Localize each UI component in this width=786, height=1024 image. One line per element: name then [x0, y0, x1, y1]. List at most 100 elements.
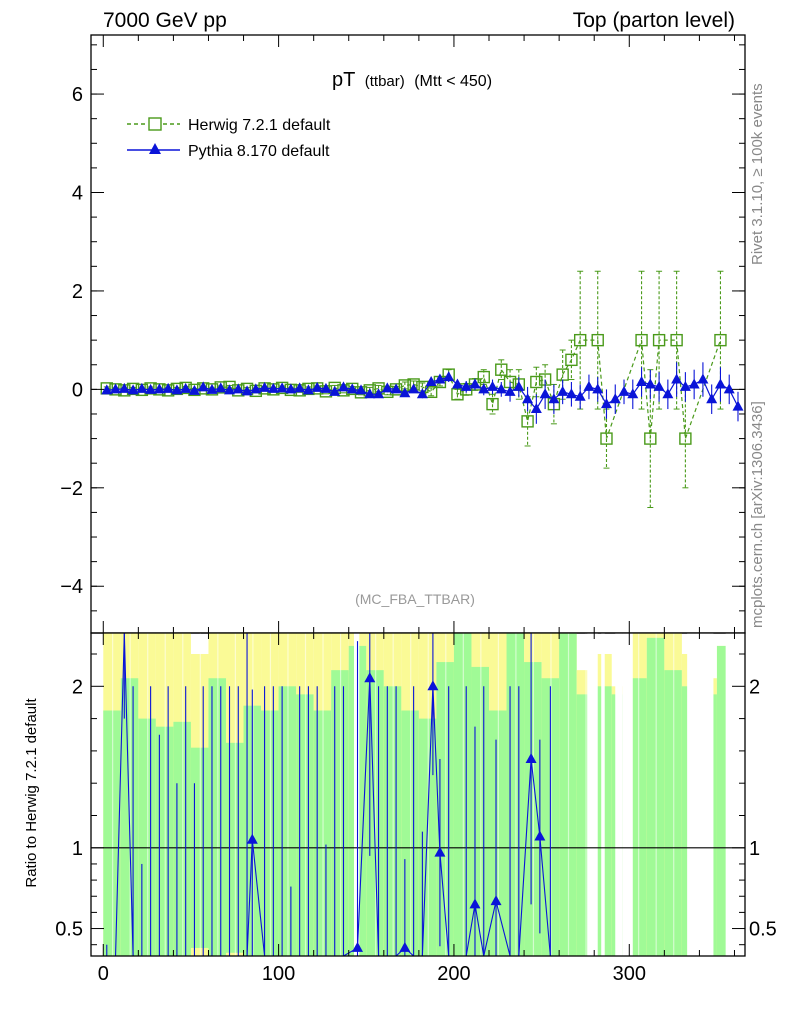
data-point [671, 373, 683, 384]
data-point [118, 382, 130, 393]
plot-title: pT (ttbar) (Mtt < 450) [332, 69, 492, 91]
ratio-band-stripe [445, 633, 447, 956]
data-point [644, 432, 657, 445]
data-point [592, 383, 604, 394]
legend-entry-herwig: Herwig 7.2.1 default [127, 117, 331, 134]
ratio-band-stripe [147, 633, 149, 956]
ratio-band-stripe [725, 633, 727, 956]
ratio-data-point [364, 672, 376, 683]
data-point [636, 375, 648, 386]
data-point [451, 378, 463, 389]
data-point [574, 390, 586, 401]
ratio-band-gap [615, 633, 623, 956]
data-point [539, 388, 551, 399]
ratio-data-point [525, 752, 537, 763]
data-point [591, 333, 604, 347]
data-point [214, 381, 227, 394]
ratio-band-stripe [269, 633, 272, 956]
data-point [557, 385, 569, 396]
data-point [197, 381, 209, 392]
ratio-band-stripe [234, 633, 236, 956]
data-point [110, 383, 122, 394]
ratio-band-stripe [638, 633, 640, 956]
data-point [469, 378, 481, 389]
data-point [706, 393, 718, 404]
data-point [697, 373, 709, 384]
data-point [565, 388, 577, 399]
ratio-band-stripe [164, 633, 166, 956]
data-point [294, 382, 306, 393]
ratio-band-stripe [550, 633, 552, 956]
data-point [530, 403, 542, 414]
ratio-band-green [716, 645, 728, 956]
data-point [573, 333, 587, 347]
data-point [390, 383, 402, 394]
data-point [600, 432, 613, 445]
ratio-band-stripe [690, 633, 692, 956]
ratio-data-point [534, 830, 546, 841]
data-point [101, 384, 113, 395]
ratio-band-gap [622, 633, 633, 956]
data-point [250, 383, 262, 394]
ratio-band-stripe [708, 633, 710, 956]
ratio-band-stripe [655, 633, 657, 956]
data-point [583, 380, 595, 391]
data-point [329, 385, 341, 396]
ratio-data-point [399, 941, 411, 952]
svg-text:pT (ttbar) (Mt: pT (ttbar) (Mtt < 450) [332, 69, 492, 91]
data-point [215, 382, 227, 393]
ratio-band-stripe [673, 633, 675, 956]
data-point [424, 385, 438, 399]
title-main: pT [332, 69, 355, 91]
data-point [477, 370, 490, 384]
data-point [206, 383, 218, 394]
svg-text:Rivet 3.1.10, ≥ 100k events: Rivet 3.1.10, ≥ 100k events [749, 83, 766, 265]
data-point [495, 363, 508, 376]
data-point [670, 333, 683, 347]
ratio-band-green [664, 670, 682, 956]
data-point [416, 388, 428, 399]
axes-frame [90, 632, 746, 957]
data-point [259, 381, 271, 392]
ratio-band-gap [725, 633, 745, 956]
ratio-band-stripe [199, 633, 201, 956]
ratio-band-stripe [480, 633, 482, 956]
ratio-band-stripe [620, 633, 622, 956]
data-point [337, 381, 349, 392]
data-point [618, 385, 630, 396]
ratio-band-stripe [182, 633, 184, 956]
data-point [460, 380, 472, 391]
ratio-band-stripe [304, 633, 307, 956]
ratio-data-point [427, 680, 439, 691]
data-point [373, 388, 385, 399]
data-point [145, 383, 157, 394]
data-point [276, 382, 288, 393]
data-point [434, 373, 446, 384]
y-tick-label: 0.5 [55, 919, 83, 941]
data-point [478, 383, 490, 394]
ratio-band-stripe [357, 633, 359, 956]
x-tick-label: 100 [262, 963, 295, 985]
data-point [144, 382, 157, 395]
side-label-mcplots: mcplots.cern.ch [arXiv:1306.3436] [749, 401, 766, 628]
data-point [679, 380, 691, 391]
title-sub: (ttbar) [365, 73, 405, 90]
ratio-data-point [490, 895, 502, 906]
y-tick-label: 4 [72, 182, 83, 204]
data-point [311, 381, 323, 392]
data-point [513, 380, 525, 391]
y-tick-label-right: 2 [749, 676, 760, 698]
data-point [232, 383, 244, 394]
y-tick-label: 6 [72, 84, 83, 106]
data-point [127, 384, 139, 395]
data-point [487, 380, 499, 391]
ratio-band-stripe [287, 633, 289, 956]
ratio-band-stripe [392, 633, 394, 956]
x-tick-label: 300 [613, 963, 646, 985]
data-point [443, 371, 455, 382]
ratio-y-axis-label: Ratio to Herwig 7.2.1 default [23, 698, 40, 888]
data-point [644, 378, 656, 389]
data-point [399, 387, 411, 398]
data-point [180, 382, 192, 393]
